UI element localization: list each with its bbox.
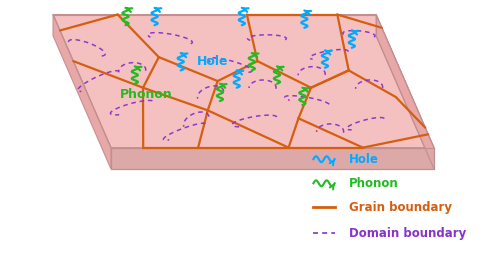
Polygon shape	[53, 15, 111, 169]
Text: Hole: Hole	[196, 55, 228, 68]
Text: Domain boundary: Domain boundary	[349, 227, 466, 240]
Text: Grain boundary: Grain boundary	[349, 201, 452, 214]
Polygon shape	[376, 15, 434, 169]
Polygon shape	[53, 15, 434, 148]
Text: Hole: Hole	[349, 153, 379, 166]
Text: Phonon: Phonon	[120, 88, 172, 101]
Text: Phonon: Phonon	[349, 177, 399, 190]
Polygon shape	[111, 148, 434, 169]
